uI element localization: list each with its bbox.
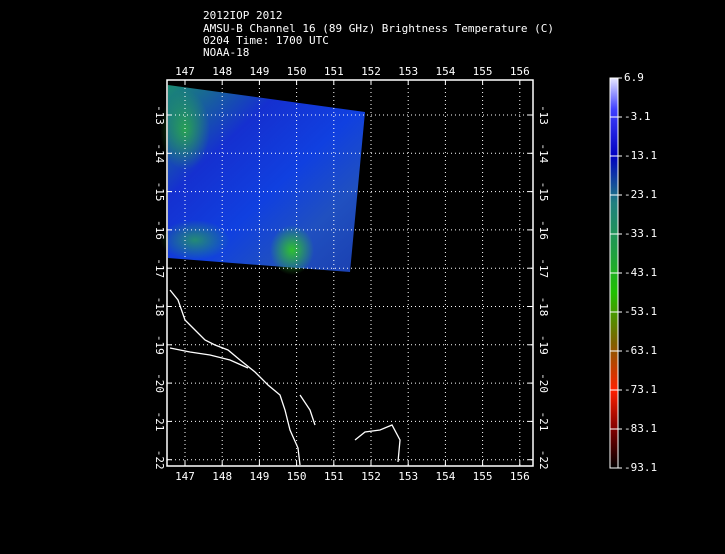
colorbar-label: -53.1 [624, 305, 657, 318]
map-frame [166, 79, 534, 467]
lon-label: 149 [249, 65, 269, 78]
lat-label: -18 [537, 297, 550, 317]
lon-label: 152 [361, 65, 381, 78]
lon-label: 155 [473, 65, 493, 78]
colorbar-label: 6.9 [624, 71, 644, 84]
colorbar-label: -73.1 [624, 383, 657, 396]
colorbar-label: -63.1 [624, 344, 657, 357]
lon-label: 155 [473, 470, 493, 483]
lon-label: 153 [398, 65, 418, 78]
lat-label: -21 [153, 411, 166, 431]
colorbar-label: -33.1 [624, 227, 657, 240]
coastline [299, 394, 316, 426]
lat-label: -17 [537, 258, 550, 278]
header: 2012IOP 2012 AMSU-B Channel 16 (89 GHz) … [203, 9, 554, 59]
lat-label: -15 [537, 182, 550, 202]
lat-label: -14 [537, 143, 550, 163]
lon-label: 148 [212, 470, 232, 483]
lat-label: -13 [153, 105, 166, 125]
lat-label: -16 [153, 220, 166, 240]
coastlines [169, 289, 401, 466]
lon-label: 151 [324, 65, 344, 78]
coastline [169, 289, 301, 466]
lon-label: 151 [324, 470, 344, 483]
lat-label: -15 [153, 182, 166, 202]
lat-label: -20 [537, 373, 550, 393]
header-line: 2012IOP 2012 [203, 9, 282, 22]
lon-label: 154 [435, 470, 455, 483]
lon-label: 149 [249, 470, 269, 483]
lon-label: 156 [510, 470, 530, 483]
lat-label: -20 [153, 373, 166, 393]
header-line: AMSU-B Channel 16 (89 GHz) Brightness Te… [203, 22, 554, 35]
lon-label: 150 [287, 65, 307, 78]
lat-label: -22 [537, 450, 550, 470]
coastline [169, 347, 249, 369]
lat-label: -13 [537, 105, 550, 125]
swath-feature [270, 225, 314, 275]
lat-label: -19 [153, 335, 166, 355]
lon-label: 147 [175, 65, 195, 78]
lon-label: 147 [175, 470, 195, 483]
lon-label: 152 [361, 470, 381, 483]
lat-label: -19 [537, 335, 550, 355]
lat-label: -21 [537, 411, 550, 431]
colorbar-label: -13.1 [624, 149, 657, 162]
lat-label: -22 [153, 450, 166, 470]
lat-label: -16 [537, 220, 550, 240]
lat-label: -18 [153, 297, 166, 317]
lat-label: -17 [153, 258, 166, 278]
swath-feature [160, 90, 210, 170]
lon-label: 153 [398, 470, 418, 483]
header-line: NOAA-18 [203, 46, 249, 59]
colorbar-label: -93.1 [624, 461, 657, 474]
colorbar-label: -3.1 [624, 110, 651, 123]
lon-label: 148 [212, 65, 232, 78]
lon-label: 154 [435, 65, 455, 78]
colorbar-label: -23.1 [624, 188, 657, 201]
lon-label: 156 [510, 65, 530, 78]
lat-label: -14 [153, 143, 166, 163]
lon-label: 150 [287, 470, 307, 483]
swath-feature [160, 220, 230, 260]
colorbar-label: -43.1 [624, 266, 657, 279]
header-line: 0204 Time: 1700 UTC [203, 34, 329, 47]
colorbar-label: -83.1 [624, 422, 657, 435]
swath [160, 85, 365, 275]
coastline [354, 424, 401, 463]
